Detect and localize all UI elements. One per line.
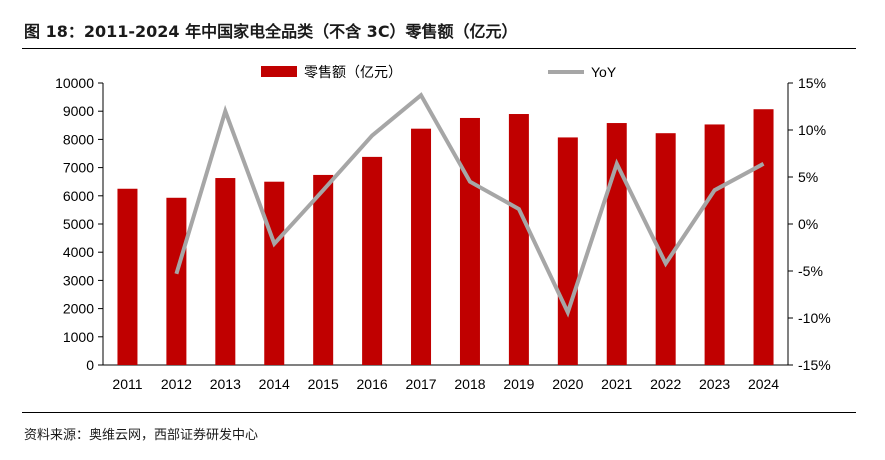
yoy-line-layer bbox=[174, 92, 765, 318]
legend-bar-label: 零售额（亿元） bbox=[304, 64, 402, 80]
left-tick-label: 5000 bbox=[63, 216, 94, 232]
bar-2014 bbox=[264, 181, 285, 365]
bar-2024 bbox=[753, 109, 774, 365]
x-tick-label: 2023 bbox=[699, 376, 730, 392]
x-tick-label: 2011 bbox=[112, 376, 142, 392]
x-tick-label: 2013 bbox=[210, 376, 241, 392]
x-tick-label: 2016 bbox=[357, 376, 388, 392]
bar-2023 bbox=[704, 124, 725, 365]
bar-2012 bbox=[166, 197, 187, 365]
right-tick-label: 10% bbox=[798, 122, 826, 138]
retail-sales-chart: 0 1000 2000 3000 4000 5000 6000 7000 8000 9000 100… bbox=[55, 64, 831, 392]
bar-2013 bbox=[215, 178, 236, 365]
x-tick-label: 2015 bbox=[308, 376, 339, 392]
bar-2017 bbox=[411, 128, 432, 365]
right-tick-label: -10% bbox=[798, 310, 831, 326]
right-tick-label: 5% bbox=[798, 169, 818, 185]
left-tick-label: 9000 bbox=[63, 103, 94, 119]
legend-line-label: YoY bbox=[591, 64, 617, 80]
x-tick-label: 2022 bbox=[650, 376, 681, 392]
figure-title: 图 18：2011-2024 年中国家电全品类（不含 3C）零售额（亿元） bbox=[24, 22, 518, 41]
x-tick-label: 2020 bbox=[552, 376, 583, 392]
bar-2015 bbox=[313, 174, 334, 365]
x-tick-label: 2021 bbox=[601, 376, 632, 392]
left-tick-label: 6000 bbox=[63, 188, 94, 204]
bar-2018 bbox=[459, 117, 480, 365]
source-rule bbox=[22, 412, 856, 413]
bars-layer bbox=[117, 109, 774, 366]
bar-2020 bbox=[557, 137, 578, 365]
legend-bar-swatch bbox=[261, 66, 297, 77]
left-tick-label: 8000 bbox=[63, 131, 94, 147]
left-tick-label: 3000 bbox=[63, 272, 94, 288]
source-note: 资料来源：奥维云网，西部证券研发中心 bbox=[24, 428, 259, 443]
left-tick-label: 10000 bbox=[55, 75, 94, 91]
left-tick-label: 0 bbox=[86, 357, 94, 373]
right-tick-label: -5% bbox=[798, 263, 823, 279]
x-tick-label: 2018 bbox=[454, 376, 485, 392]
legend: 零售额（亿元） YoY bbox=[261, 64, 617, 80]
x-tick-label: 2019 bbox=[503, 376, 534, 392]
bar-2016 bbox=[362, 156, 383, 365]
right-tick-label: 0% bbox=[798, 216, 818, 232]
bar-2019 bbox=[508, 114, 529, 366]
right-tick-label: 15% bbox=[798, 75, 826, 91]
x-tick-label: 2014 bbox=[259, 376, 290, 392]
title-rule bbox=[22, 48, 856, 49]
x-tick-label: 2017 bbox=[405, 376, 436, 392]
x-tick-label: 2012 bbox=[161, 376, 192, 392]
left-tick-label: 1000 bbox=[63, 329, 94, 345]
bar-2011 bbox=[117, 188, 138, 365]
left-tick-label: 2000 bbox=[63, 301, 94, 317]
left-tick-label: 4000 bbox=[63, 244, 94, 260]
right-tick-label: -15% bbox=[798, 357, 831, 373]
x-tick-label: 2024 bbox=[748, 376, 779, 392]
left-tick-label: 7000 bbox=[63, 160, 94, 176]
axes-layer: 0 1000 2000 3000 4000 5000 6000 7000 8000 9000 100… bbox=[55, 75, 831, 392]
bar-2022 bbox=[655, 133, 676, 365]
